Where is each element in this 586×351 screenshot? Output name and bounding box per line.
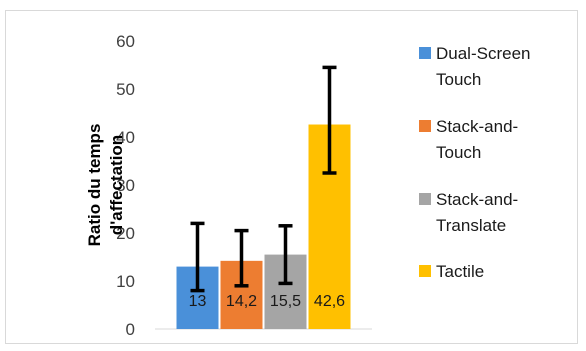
y-tick-label: 40 <box>116 128 135 147</box>
y-tick-label: 0 <box>126 320 135 339</box>
data-label: 15,5 <box>270 293 301 310</box>
data-label: 42,6 <box>314 293 345 310</box>
data-label: 13 <box>189 293 207 310</box>
y-axis-title-line: Ratio du temps <box>85 124 104 247</box>
legend-swatch <box>419 193 431 205</box>
y-tick-label: 60 <box>116 32 135 51</box>
legend-label: Stack-and- <box>436 117 518 136</box>
y-tick-label: 50 <box>116 80 135 99</box>
y-tick-label: 10 <box>116 272 135 291</box>
legend-label: Stack-and- <box>436 190 518 209</box>
y-axis-title-line: d'affectation <box>107 135 126 235</box>
legend-swatch <box>419 47 431 59</box>
legend-label: Translate <box>436 216 506 235</box>
y-tick-label: 30 <box>116 176 135 195</box>
legend-label: Tactile <box>436 262 484 281</box>
legend-label: Touch <box>436 70 481 89</box>
y-tick-label: 20 <box>116 224 135 243</box>
legend-label: Touch <box>436 143 481 162</box>
legend-swatch <box>419 265 431 277</box>
y-axis-title: Ratio du temps d'affectation <box>85 124 126 247</box>
data-label: 14,2 <box>226 293 257 310</box>
legend-swatch <box>419 120 431 132</box>
legend-label: Dual-Screen <box>436 44 531 63</box>
